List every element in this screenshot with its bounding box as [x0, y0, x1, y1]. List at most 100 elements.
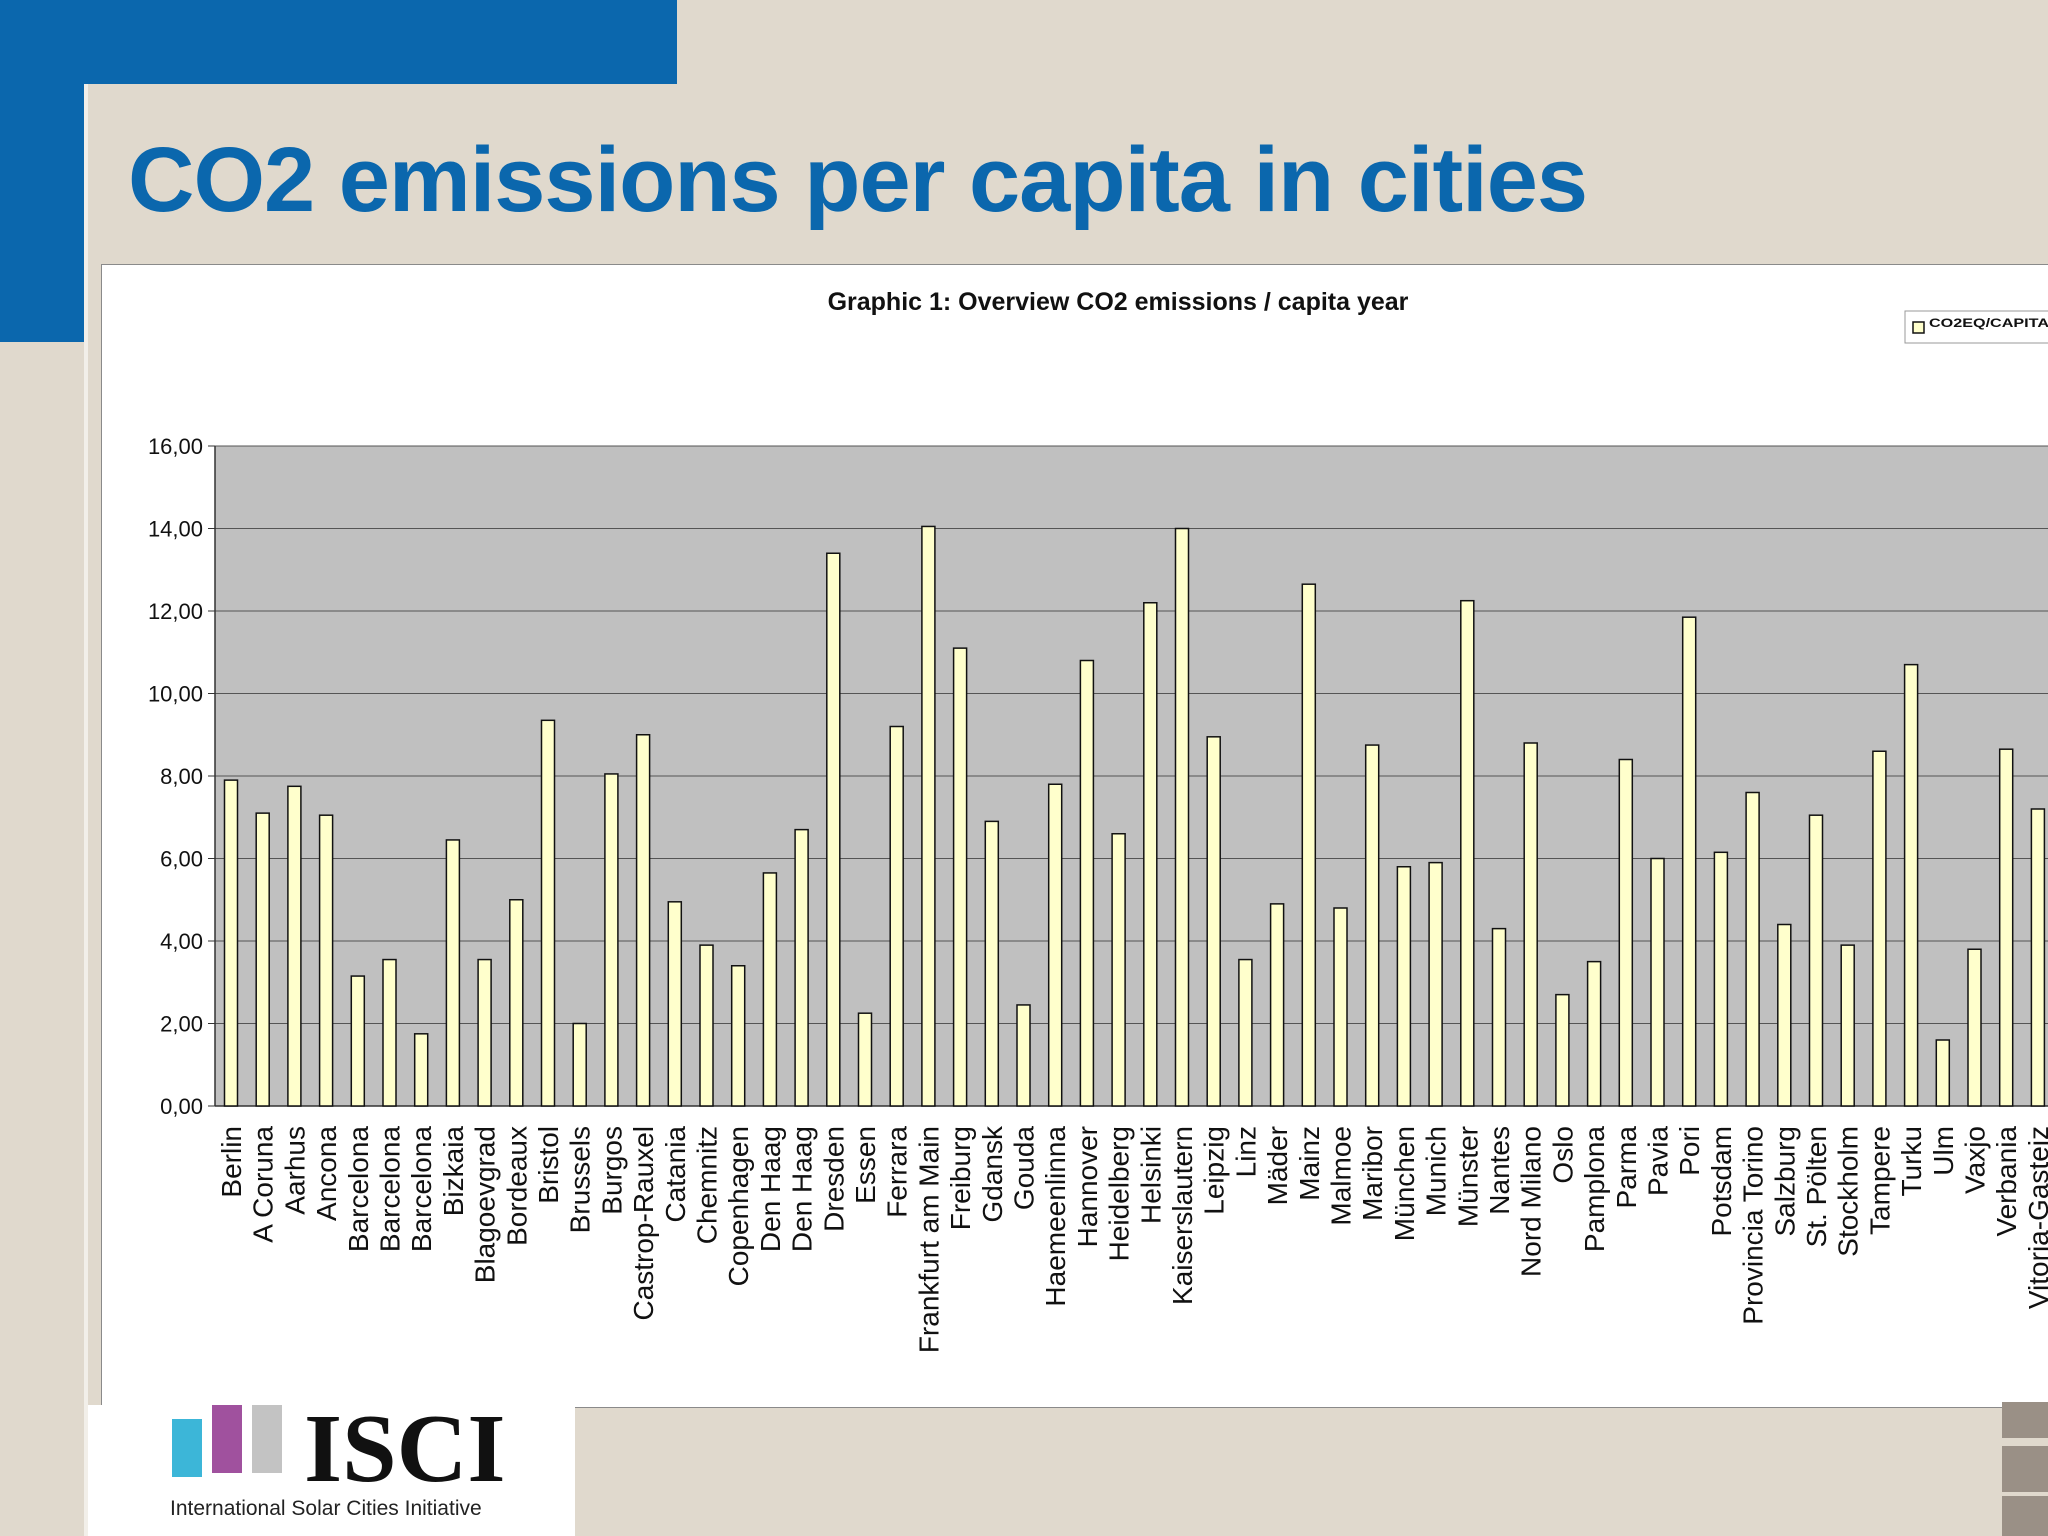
bar — [1523, 742, 1538, 1107]
x-category-label: Berlin — [216, 1126, 247, 1198]
bar — [1333, 907, 1348, 1107]
slide-title: CO2 emissions per capita in cities — [128, 129, 1588, 231]
bar — [318, 814, 334, 1107]
x-category-label: Barcelona — [406, 1126, 437, 1253]
bar — [604, 773, 619, 1107]
x-category-label: Mainz — [1294, 1126, 1325, 1201]
bar — [572, 1022, 587, 1107]
x-category-label: Den Haag — [755, 1126, 786, 1252]
x-category-label: St. Pölten — [1801, 1126, 1832, 1247]
bar — [445, 839, 461, 1107]
x-category-label: Oslo — [1547, 1126, 1578, 1184]
bar — [255, 812, 270, 1107]
deco-square — [2002, 1496, 2048, 1536]
x-category-label: Mäder — [1262, 1126, 1293, 1205]
y-tick-label: 6,00 — [160, 847, 203, 872]
x-category-label: Münster — [1452, 1126, 1483, 1227]
x-category-label: Barcelona — [343, 1126, 374, 1253]
co2-bar-chart: Graphic 1: Overview CO2 emissions / capi… — [148, 288, 2048, 1353]
chart-container: Graphic 1: Overview CO2 emissions / capi… — [101, 264, 2048, 1408]
bar — [287, 785, 302, 1107]
x-category-label: Ferrara — [882, 1126, 913, 1218]
bar — [223, 779, 239, 1107]
bar — [350, 975, 366, 1107]
bar — [857, 1012, 873, 1107]
logo-wordmark: ISCI — [304, 1395, 506, 1503]
bar — [794, 828, 809, 1107]
x-category-label: Potsdam — [1706, 1126, 1737, 1237]
x-category-label: Castrop-Rauxel — [628, 1126, 659, 1321]
x-category-label: Malmoe — [1326, 1126, 1357, 1226]
x-category-label: Turku — [1896, 1126, 1927, 1197]
x-category-label: A Coruna — [248, 1126, 279, 1243]
blue-corner-block — [0, 0, 84, 342]
bar — [1681, 616, 1697, 1107]
x-category-label: Verbania — [1991, 1126, 2022, 1237]
x-category-label: Gdansk — [977, 1125, 1008, 1222]
bar — [1396, 866, 1412, 1107]
deco-square — [2002, 1402, 2048, 1438]
x-category-label: Maribor — [1357, 1126, 1388, 1221]
y-tick-label: 10,00 — [148, 682, 203, 707]
bar — [413, 1033, 429, 1107]
legend-swatch — [1912, 321, 1925, 334]
y-tick-label: 12,00 — [148, 599, 203, 624]
bar — [762, 872, 778, 1107]
bar — [1872, 750, 1887, 1107]
x-category-label: Provincia Torino — [1738, 1126, 1769, 1325]
bar — [1586, 960, 1602, 1107]
x-category-label: Pavia — [1643, 1126, 1674, 1196]
bar — [730, 965, 746, 1107]
x-category-label: Copenhagen — [723, 1126, 754, 1286]
x-category-label: Dresden — [818, 1126, 849, 1232]
bar — [699, 944, 714, 1107]
x-category-label: Pamplona — [1579, 1126, 1610, 1253]
x-category-label: Aarhus — [279, 1126, 310, 1215]
bar — [1998, 748, 2014, 1107]
x-category-label: Parma — [1611, 1126, 1642, 1209]
x-category-label: Ulm — [1928, 1126, 1959, 1176]
bar — [667, 901, 683, 1107]
bar — [509, 899, 524, 1107]
x-category-label: Catania — [660, 1126, 691, 1223]
x-category-label: Den Haag — [787, 1126, 818, 1252]
bar — [1238, 958, 1253, 1107]
bar — [1047, 783, 1063, 1107]
bar — [382, 958, 397, 1107]
x-category-label: Essen — [850, 1126, 881, 1204]
bar — [540, 719, 556, 1107]
x-category-label: Bizkaia — [438, 1126, 469, 1217]
logo-bar-purple — [212, 1405, 242, 1473]
x-category-label: Salzburg — [1769, 1126, 1800, 1237]
bar — [1903, 663, 1919, 1107]
x-category-label: Munich — [1421, 1126, 1452, 1216]
y-tick-label: 0,00 — [160, 1094, 203, 1119]
bar — [921, 525, 936, 1107]
bar — [1650, 857, 1665, 1107]
x-category-label: Chemnitz — [692, 1126, 723, 1244]
x-category-label: Linz — [1230, 1126, 1261, 1177]
y-tick-label: 14,00 — [148, 517, 203, 542]
x-category-label: Helsinki — [1135, 1126, 1166, 1224]
bar — [1935, 1039, 1951, 1107]
x-category-label: Frankfurt am Main — [913, 1126, 944, 1353]
bar — [826, 552, 841, 1107]
bar — [1555, 993, 1570, 1107]
legend-label: CO2EQ/CAPITA — [1929, 316, 2048, 330]
logo-bar-blue — [172, 1419, 202, 1477]
x-category-label: Burgos — [596, 1126, 627, 1215]
isci-logo: ISCI International Solar Cities Initiati… — [88, 1395, 575, 1536]
bar — [1745, 791, 1760, 1107]
bar — [1618, 758, 1634, 1107]
y-tick-label: 4,00 — [160, 929, 203, 954]
plot-area: 0,00 2,00 4,00 6,00 8,00 10,00 12,00 14,00 16,00… — [148, 434, 2048, 1353]
x-category-label: Blagoevgrad — [470, 1126, 501, 1283]
bar — [1491, 927, 1507, 1107]
chart-title: Graphic 1: Overview CO2 emissions / capi… — [828, 288, 1409, 316]
bar — [1840, 944, 1855, 1107]
x-category-label: Tampere — [1864, 1126, 1895, 1235]
bar — [1428, 861, 1443, 1107]
bar — [984, 820, 1000, 1107]
bar — [1713, 851, 1729, 1107]
bar — [477, 958, 492, 1107]
